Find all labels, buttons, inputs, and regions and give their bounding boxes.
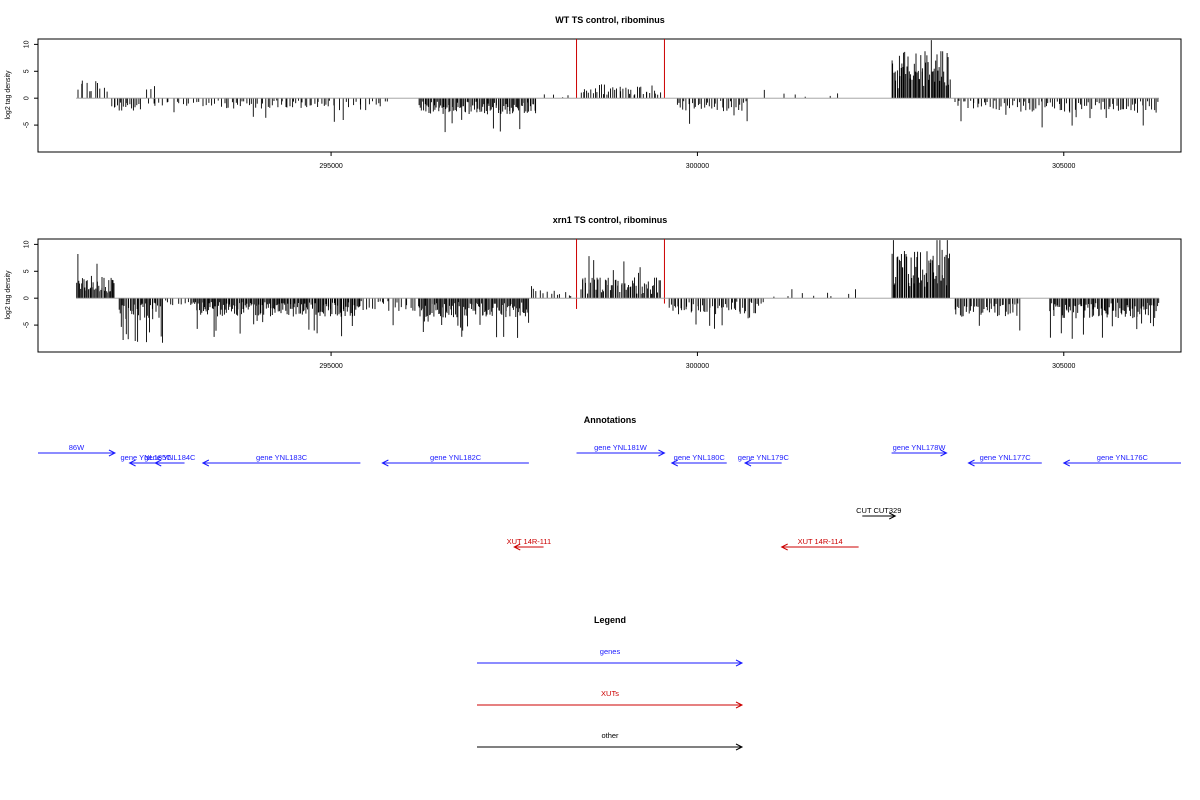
annotation-label: gene YNL181W <box>594 443 648 452</box>
chart-title-xrn1: xrn1 TS control, ribominus <box>553 215 668 225</box>
annotation-arrowhead <box>513 543 521 551</box>
x-tick-label: 300000 <box>686 363 709 370</box>
legend-arrowhead <box>735 659 744 667</box>
legend-label: genes <box>600 647 621 656</box>
annotation-label: gene YNL177C <box>980 453 1032 462</box>
legend-item: XUTs <box>477 689 744 709</box>
legend-item: genes <box>477 647 744 667</box>
annotation-other: CUT CUT329 <box>856 506 901 520</box>
annotation-label: XUT 14R-111 <box>507 537 552 546</box>
legend-label: other <box>601 731 619 740</box>
y-ticks-xrn1: -5 0 5 10 <box>24 240 38 328</box>
annotation-arrowhead <box>154 459 162 467</box>
y-tick-label: 10 <box>24 240 31 248</box>
annotation-arrowhead <box>658 449 666 457</box>
annotation-gene: gene YNL180C <box>670 453 727 467</box>
annotation-arrowhead <box>108 449 117 457</box>
annotation-gene: gene YNL176C <box>1062 453 1181 467</box>
annotation-label: gene YNL180C <box>674 453 726 462</box>
bars-xrn1 <box>76 240 1160 343</box>
annotation-arrowhead <box>780 543 788 551</box>
annotation-label: CUT CUT329 <box>856 506 901 515</box>
legend-arrowhead <box>735 701 744 709</box>
annotation-xut: XUT 14R-111 <box>507 537 552 551</box>
x-tick-label: 300000 <box>686 163 709 170</box>
annotation-gene: gene YNL181W <box>576 443 666 457</box>
annotation-label: gene YNL183C <box>256 453 308 462</box>
annotation-arrowhead <box>940 449 948 457</box>
legend-title: Legend <box>594 615 626 625</box>
y-tick-label: 0 <box>24 96 31 100</box>
y-axis-label-wt: log2 tag density <box>5 70 12 120</box>
legend-arrowhead <box>735 743 744 751</box>
annotation-arrowhead <box>381 459 389 467</box>
annotation-label: gene YNL185C <box>120 453 172 462</box>
annotations-title: Annotations <box>584 415 637 425</box>
chart-panel-wt: WT TS control, ribominus log2 tag densit… <box>5 15 1182 170</box>
chart-panel-xrn1: xrn1 TS control, ribominus log2 tag dens… <box>5 215 1182 370</box>
x-ticks-wt: 295000 300000 305000 <box>319 152 1076 170</box>
annotation-label: gene YNL182C <box>430 453 482 462</box>
annotation-label: XUT 14R-114 <box>798 537 843 546</box>
legend-item: other <box>477 731 744 751</box>
y-tick-label: 10 <box>24 40 31 48</box>
x-tick-label: 305000 <box>1052 163 1075 170</box>
chart-title-wt: WT TS control, ribominus <box>555 15 665 25</box>
x-tick-label: 305000 <box>1052 363 1075 370</box>
y-tick-label: 5 <box>24 269 31 273</box>
annotation-arrowhead <box>1062 459 1070 467</box>
plot-frame-wt <box>37 38 1182 153</box>
y-tick-label: 0 <box>24 296 31 300</box>
y-tick-label: 5 <box>24 69 31 73</box>
annotation-label: gene YNL184C <box>144 453 196 462</box>
annotation-label: gene YNL176C <box>1097 453 1149 462</box>
x-tick-label: 295000 <box>319 363 342 370</box>
annotation-arrowhead <box>201 459 210 467</box>
annotation-label: gene YNL179C <box>738 453 790 462</box>
x-ticks-xrn1: 295000 300000 305000 <box>319 352 1076 370</box>
x-tick-label: 295000 <box>319 163 342 170</box>
annotation-gene: gene YNL177C <box>967 453 1042 467</box>
legend-label: XUTs <box>601 689 619 698</box>
annotation-arrowhead <box>128 459 136 467</box>
plot-frame-xrn1 <box>37 238 1182 353</box>
y-axis-label-xrn1: log2 tag density <box>5 270 12 320</box>
annotation-gene: gene YNL182C <box>381 453 529 467</box>
annotation-label: gene YNL178W <box>893 443 947 452</box>
legend: Legend genes XUTs other <box>477 615 744 751</box>
annotation-xut: XUT 14R-114 <box>780 537 859 551</box>
markers-wt <box>576 39 665 99</box>
annotation-arrowhead <box>967 459 975 467</box>
annotation-gene: 86W <box>38 443 117 457</box>
annotation-arrowhead <box>889 512 897 520</box>
annotation-arrowhead <box>743 459 752 467</box>
annotation-gene: gene YNL179C <box>738 453 790 467</box>
annotation-arrowhead <box>670 459 679 467</box>
bars-wt <box>77 40 1159 133</box>
annotation-gene: gene YNL184C <box>144 453 196 467</box>
annotation-gene: gene YNL178W <box>891 443 948 457</box>
y-ticks-wt: -5 0 5 10 <box>24 40 38 128</box>
annotation-label: 86W <box>69 443 85 452</box>
y-tick-label: -5 <box>24 122 31 128</box>
annotation-gene: gene YNL183C <box>201 453 361 467</box>
markers-xrn1 <box>576 239 665 309</box>
y-tick-label: -5 <box>24 322 31 328</box>
